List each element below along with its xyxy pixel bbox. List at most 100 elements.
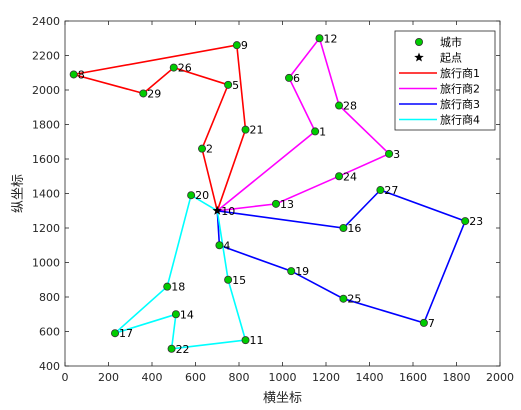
city-label-20: 20	[195, 189, 209, 202]
city-marker-21	[241, 125, 250, 134]
x-tick-label: 1200	[312, 371, 340, 384]
city-marker-9	[232, 41, 241, 50]
city-marker-13	[271, 199, 280, 208]
city-marker-4	[215, 241, 224, 250]
city-marker-23	[461, 217, 470, 226]
legend-symbol-city	[414, 38, 423, 47]
city-marker-29	[139, 89, 148, 98]
route-salesman-2	[216, 36, 391, 212]
city-marker-25	[339, 294, 348, 303]
y-tick-label: 1400	[32, 188, 60, 201]
city-label-16: 16	[347, 222, 361, 235]
route-salesman-3	[216, 189, 467, 324]
city-marker-28	[335, 101, 344, 110]
legend-entry: 起点	[440, 52, 462, 65]
legend-entry: 旅行商2	[440, 82, 480, 96]
city-label-5: 5	[232, 79, 239, 92]
city-label-21: 21	[250, 124, 264, 137]
y-tick-label: 600	[39, 326, 60, 339]
city-marker-7	[419, 318, 428, 327]
city-marker-26	[169, 63, 178, 72]
city-labels: 12 34567891011121314151617181920212223242…	[78, 32, 484, 356]
legend-entry: 旅行商1	[440, 66, 480, 80]
city-label-7: 7	[428, 317, 435, 330]
city-marker-5	[224, 80, 233, 89]
city-label-27: 27	[384, 184, 398, 197]
legend-entry: 旅行商4	[440, 113, 480, 127]
y-tick-label: 1800	[32, 119, 60, 132]
legend-symbol-start	[414, 52, 424, 62]
city-marker-8	[69, 70, 78, 79]
x-tick-label: 2000	[486, 371, 514, 384]
city-marker-3	[385, 149, 394, 158]
city-marker-27	[376, 186, 385, 195]
x-tick-label: 600	[185, 371, 206, 384]
city-label-18: 18	[171, 281, 185, 294]
city-marker-2	[198, 144, 207, 153]
route-salesman-1	[73, 44, 247, 212]
x-tick-label: 800	[229, 371, 250, 384]
city-label-9: 9	[241, 39, 248, 52]
city-label-6: 6	[293, 72, 300, 85]
city-label-23: 23	[469, 215, 483, 228]
x-tick-label: 1800	[443, 371, 471, 384]
y-axis-title: 纵坐标	[11, 174, 26, 213]
city-label-15: 15	[232, 274, 246, 287]
city-label-26: 26	[178, 62, 192, 75]
legend-entry: 城市	[440, 35, 462, 49]
y-tick-label: 2200	[32, 50, 60, 63]
city-label-11: 11	[250, 334, 264, 347]
city-label-8: 8	[78, 68, 85, 81]
y-tick-label: 2000	[32, 84, 60, 97]
route-salesman-4	[114, 193, 247, 350]
x-tick-label: 1000	[269, 371, 297, 384]
x-tick-label: 0	[62, 371, 69, 384]
city-marker-15	[224, 275, 233, 284]
city-marker-16	[339, 223, 348, 232]
city-label-10: 10	[221, 205, 235, 218]
city-marker-1	[311, 127, 320, 136]
city-label-17: 17	[119, 327, 133, 340]
city-label-12: 12	[323, 32, 337, 45]
start-marker	[212, 205, 223, 215]
city-marker-14	[171, 310, 180, 319]
legend-box	[394, 30, 496, 131]
city-marker-6	[285, 73, 294, 82]
city-label-13: 13	[280, 198, 294, 211]
y-tick-label: 1000	[32, 257, 60, 270]
city-marker-12	[315, 34, 324, 43]
city-label-25: 25	[347, 293, 361, 306]
city-label-1: 1	[319, 125, 326, 138]
city-marker-18	[163, 282, 172, 291]
y-tick-label: 400	[39, 360, 60, 373]
city-marker-19	[287, 267, 296, 276]
city-marker-22	[167, 344, 176, 353]
city-markers	[69, 34, 470, 353]
x-tick-label: 1400	[356, 371, 384, 384]
city-label-2: 2	[206, 143, 213, 156]
y-tick-label: 2400	[32, 15, 60, 28]
y-tick-label: 1200	[32, 222, 60, 235]
city-label-22: 22	[176, 343, 190, 356]
city-label-19: 19	[295, 265, 309, 278]
city-label-29: 29	[147, 87, 161, 100]
x-axis-title: 横坐标	[263, 391, 302, 406]
city-marker-20	[187, 191, 196, 200]
city-label-3: 3	[393, 148, 400, 161]
city-label-24: 24	[343, 170, 357, 183]
city-label-28: 28	[343, 100, 357, 113]
city-label-4: 4	[223, 239, 230, 252]
x-tick-label: 1600	[399, 371, 427, 384]
y-tick-label: 800	[39, 291, 60, 304]
y-tick-label: 1600	[32, 153, 60, 166]
city-marker-11	[241, 336, 250, 345]
x-tick-label: 200	[98, 371, 119, 384]
city-marker-24	[335, 172, 344, 181]
axes: 0 200 400 600 800 1000 1200 1400 1600 1800 2000400…	[32, 15, 514, 384]
x-tick-label: 400	[142, 371, 163, 384]
city-label-14: 14	[180, 308, 194, 321]
legend-entry: 旅行商3	[440, 97, 480, 111]
city-marker-17	[111, 329, 120, 338]
